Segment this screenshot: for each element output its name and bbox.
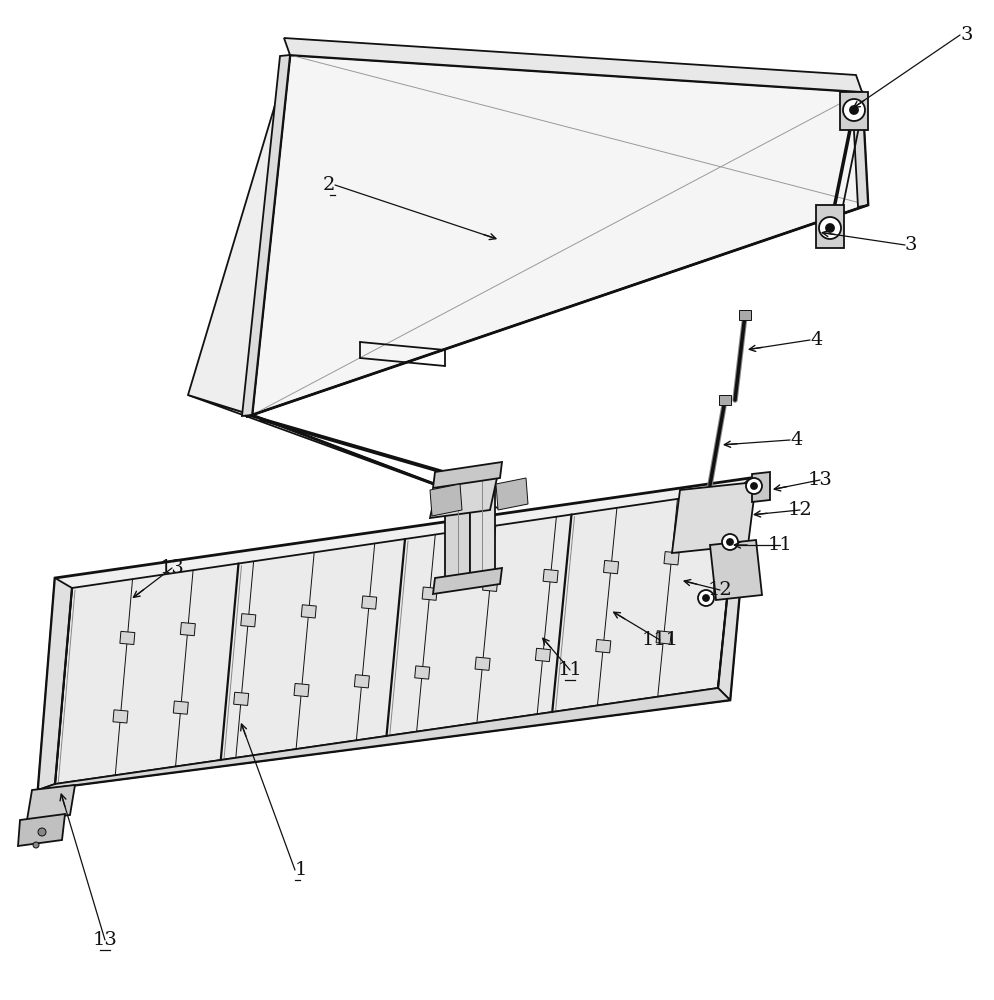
Polygon shape	[430, 464, 500, 518]
Text: 4: 4	[810, 331, 822, 349]
Polygon shape	[430, 484, 462, 516]
Polygon shape	[246, 205, 868, 417]
Polygon shape	[173, 701, 188, 714]
Polygon shape	[536, 648, 551, 662]
Polygon shape	[595, 640, 611, 653]
Polygon shape	[852, 92, 868, 207]
Polygon shape	[603, 560, 618, 574]
Polygon shape	[113, 710, 128, 723]
Polygon shape	[55, 490, 738, 784]
Polygon shape	[543, 569, 559, 583]
Polygon shape	[664, 552, 679, 565]
Circle shape	[751, 483, 757, 489]
Text: 4: 4	[790, 431, 802, 449]
Polygon shape	[414, 666, 429, 679]
Polygon shape	[475, 657, 490, 670]
Circle shape	[826, 224, 834, 232]
Polygon shape	[284, 38, 862, 92]
Polygon shape	[252, 55, 868, 415]
Polygon shape	[242, 55, 290, 416]
Polygon shape	[719, 395, 731, 405]
Polygon shape	[188, 55, 290, 415]
Polygon shape	[38, 688, 730, 790]
Circle shape	[727, 539, 733, 545]
Polygon shape	[18, 814, 65, 846]
Polygon shape	[234, 692, 248, 705]
Polygon shape	[120, 631, 135, 645]
Polygon shape	[38, 478, 750, 790]
Polygon shape	[445, 475, 470, 585]
Polygon shape	[470, 470, 495, 580]
Text: 11: 11	[767, 536, 792, 554]
Polygon shape	[188, 395, 490, 505]
Polygon shape	[752, 472, 770, 502]
Polygon shape	[241, 614, 255, 627]
Polygon shape	[433, 568, 502, 594]
Text: 13: 13	[160, 559, 185, 577]
Polygon shape	[840, 92, 868, 130]
Polygon shape	[294, 683, 309, 697]
Circle shape	[698, 590, 714, 606]
Circle shape	[843, 99, 865, 121]
Polygon shape	[354, 675, 370, 688]
Polygon shape	[739, 310, 751, 320]
Polygon shape	[433, 462, 502, 488]
Polygon shape	[496, 478, 528, 510]
Circle shape	[850, 106, 858, 114]
Text: 12: 12	[787, 501, 812, 519]
Circle shape	[819, 217, 841, 239]
Polygon shape	[672, 482, 756, 553]
Polygon shape	[718, 478, 750, 700]
Circle shape	[38, 828, 46, 836]
Polygon shape	[180, 622, 196, 636]
Text: 13: 13	[92, 931, 117, 949]
Polygon shape	[816, 205, 844, 248]
Text: 1: 1	[295, 861, 307, 879]
Text: 2: 2	[323, 176, 335, 194]
Polygon shape	[27, 785, 75, 820]
Polygon shape	[710, 540, 762, 600]
Polygon shape	[656, 631, 671, 644]
Circle shape	[722, 534, 738, 550]
Circle shape	[703, 595, 709, 601]
Polygon shape	[38, 578, 72, 790]
Polygon shape	[483, 578, 498, 591]
Circle shape	[746, 478, 762, 494]
Text: 11: 11	[558, 661, 582, 679]
Polygon shape	[422, 587, 437, 600]
Text: 3: 3	[960, 26, 972, 44]
Polygon shape	[362, 596, 377, 609]
Circle shape	[33, 842, 39, 848]
Text: 3: 3	[905, 236, 917, 254]
Polygon shape	[301, 605, 316, 618]
Text: 12: 12	[708, 581, 733, 599]
Text: 111: 111	[641, 631, 679, 649]
Text: 13: 13	[807, 471, 832, 489]
